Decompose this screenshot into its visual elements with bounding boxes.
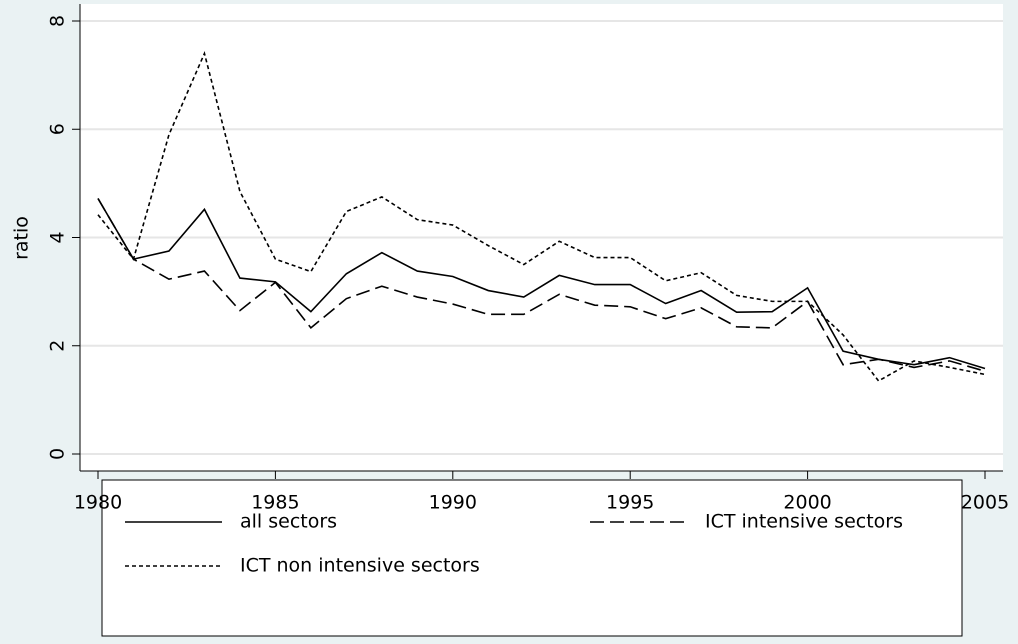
x-tick-label: 2005 <box>961 492 1009 514</box>
x-tick-label: 2000 <box>783 492 831 514</box>
series-line <box>97 198 986 370</box>
y-tick-label: 6 <box>47 123 69 135</box>
legend-label: all sectors <box>240 511 337 533</box>
y-axis-title: ratio <box>11 216 33 260</box>
x-tick-label: 1990 <box>429 492 477 514</box>
y-tick-label: 4 <box>47 231 69 243</box>
y-tick-label: 8 <box>47 15 69 27</box>
x-tick-label: 1985 <box>251 492 299 514</box>
series-line <box>97 51 986 382</box>
x-tick-label: 1995 <box>606 492 654 514</box>
legend-label: ICT non intensive sectors <box>240 555 480 577</box>
legend-label: ICT intensive sectors <box>705 511 903 533</box>
series-line <box>97 198 986 372</box>
x-tick-label: 1980 <box>74 492 122 514</box>
legend-box <box>101 479 963 637</box>
y-tick-label: 2 <box>47 340 69 352</box>
y-tick-label: 0 <box>47 448 69 460</box>
